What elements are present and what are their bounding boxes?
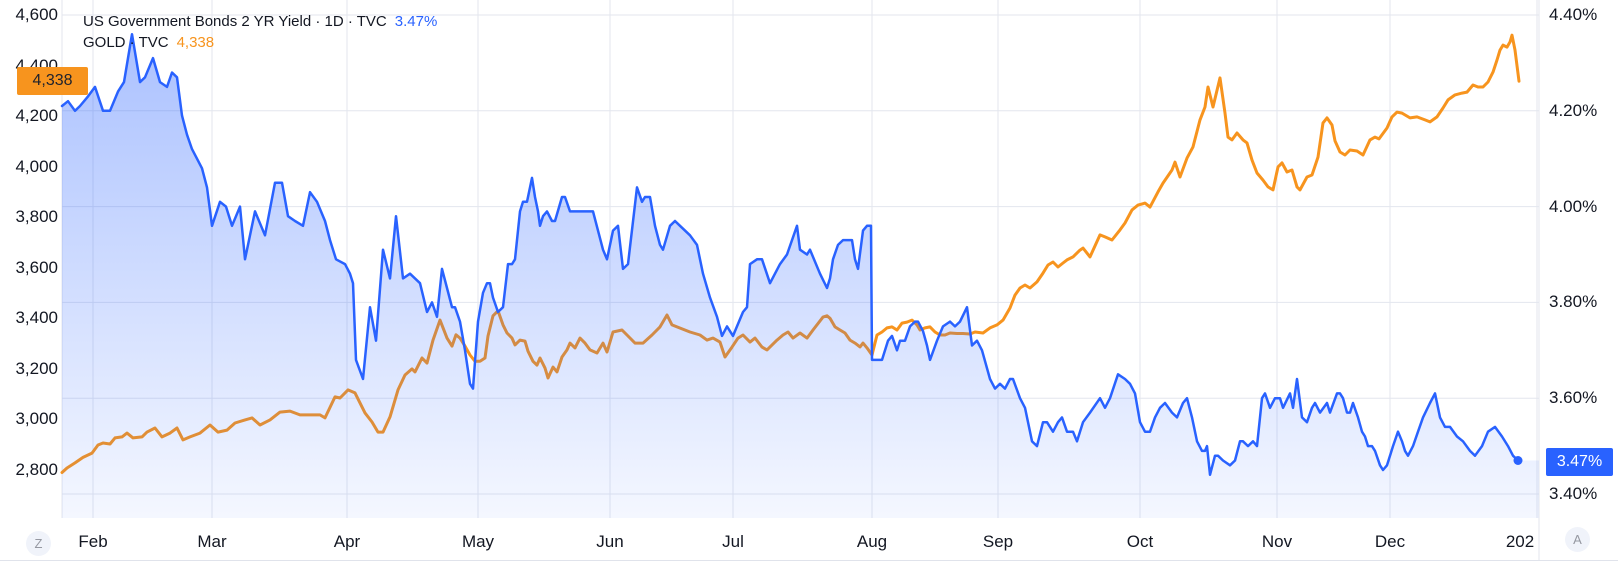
time-axis-label: Nov [1261,532,1293,551]
left-axis-tick: 3,600 [15,258,58,277]
right-axis-tick: 4.20% [1549,101,1598,120]
time-axis-label: Apr [333,532,361,551]
left-axis-tick: 4,600 [15,5,58,24]
left-axis-tick: 4,000 [15,157,58,176]
left-axis-tick: 4,200 [15,106,58,125]
time-axis-label: Jul [722,532,744,551]
bottom-separator [0,560,1618,561]
yield-price-badge: 3.47% [1546,448,1613,476]
legend-symbol-bonds: US Government Bonds 2 YR Yield · 1D · TV… [83,13,387,30]
legend-row-gold[interactable]: GOLD · TVC 4,338 [83,32,437,53]
left-axis-tick: 3,800 [15,207,58,226]
time-axis-label: Feb [78,532,108,551]
right-axis-tick: 3.60% [1549,388,1598,407]
time-axis-label: Aug [856,532,888,551]
time-axis-label: Mar [197,532,227,551]
right-axis-tick: 4.40% [1549,5,1598,24]
legend-value-gold: 4,338 [176,34,215,51]
time-axis-label: Dec [1374,532,1406,551]
yield-series-area [62,34,1539,518]
right-axis-tick: 3.80% [1549,292,1598,311]
left-axis-tick: 3,200 [15,359,58,378]
right-axis-tick: 4.00% [1549,197,1598,216]
left-axis-tick: 2,800 [15,460,58,479]
time-axis-label: May [461,532,495,551]
yield-series-line[interactable] [60,32,1520,477]
time-axis-label: 202 [1505,532,1535,551]
left-axis-tick: 3,000 [15,409,58,428]
legend-symbol-gold: GOLD · TVC [83,34,169,51]
gold-price-badge: 4,338 [17,67,88,95]
timezone-button[interactable]: Z [26,531,51,556]
legend-value-bonds: 3.47% [394,13,438,30]
time-axis-label: Sep [982,532,1014,551]
legend-row-bonds[interactable]: US Government Bonds 2 YR Yield · 1D · TV… [83,11,437,32]
chart-legend: US Government Bonds 2 YR Yield · 1D · TV… [83,11,437,53]
autoscale-button[interactable]: A [1565,527,1590,552]
yield-last-price-dot [1513,456,1523,465]
time-axis-label: Jun [596,532,624,551]
left-axis-tick: 3,400 [15,308,58,327]
time-axis-label: Oct [1126,532,1154,551]
right-axis-tick: 3.40% [1549,484,1598,503]
